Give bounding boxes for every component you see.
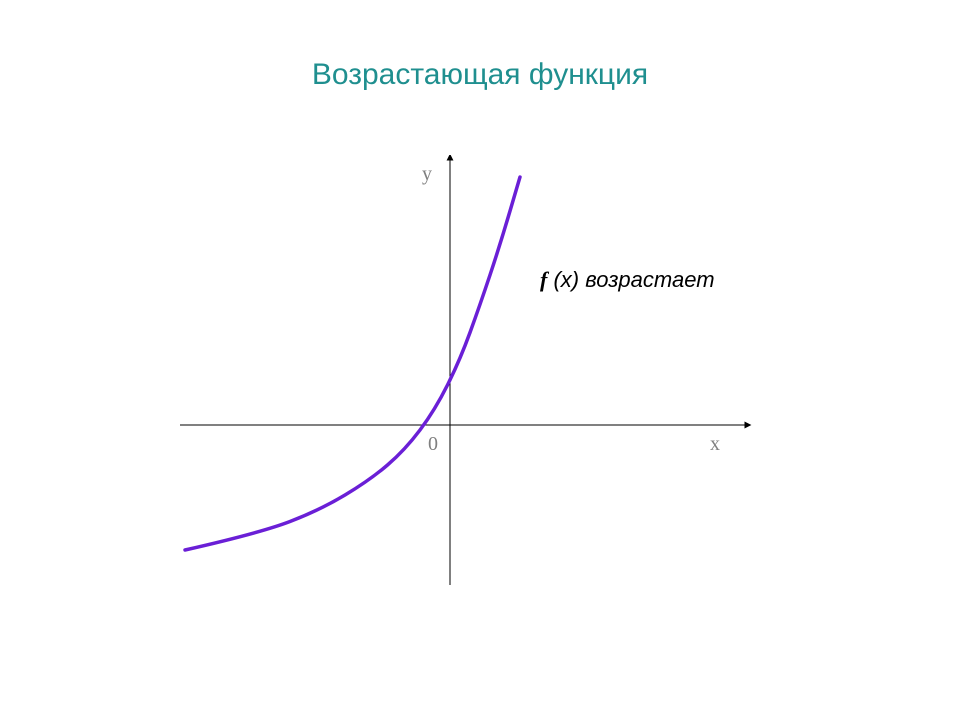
x-axis-label: x <box>710 433 720 456</box>
function-curve <box>185 177 520 550</box>
annotation-rest: (x) возрастает <box>547 267 714 292</box>
page-title: Возрастающая функция <box>0 58 960 92</box>
function-annotation: f (x) возрастает <box>540 267 715 293</box>
chart-svg <box>180 155 800 585</box>
origin-label: 0 <box>428 433 438 456</box>
chart-area: y x 0 f (x) возрастает <box>180 155 800 585</box>
y-axis-label: y <box>422 163 432 186</box>
page-root: Возрастающая функция y x 0 f (x) возраст… <box>0 0 960 720</box>
